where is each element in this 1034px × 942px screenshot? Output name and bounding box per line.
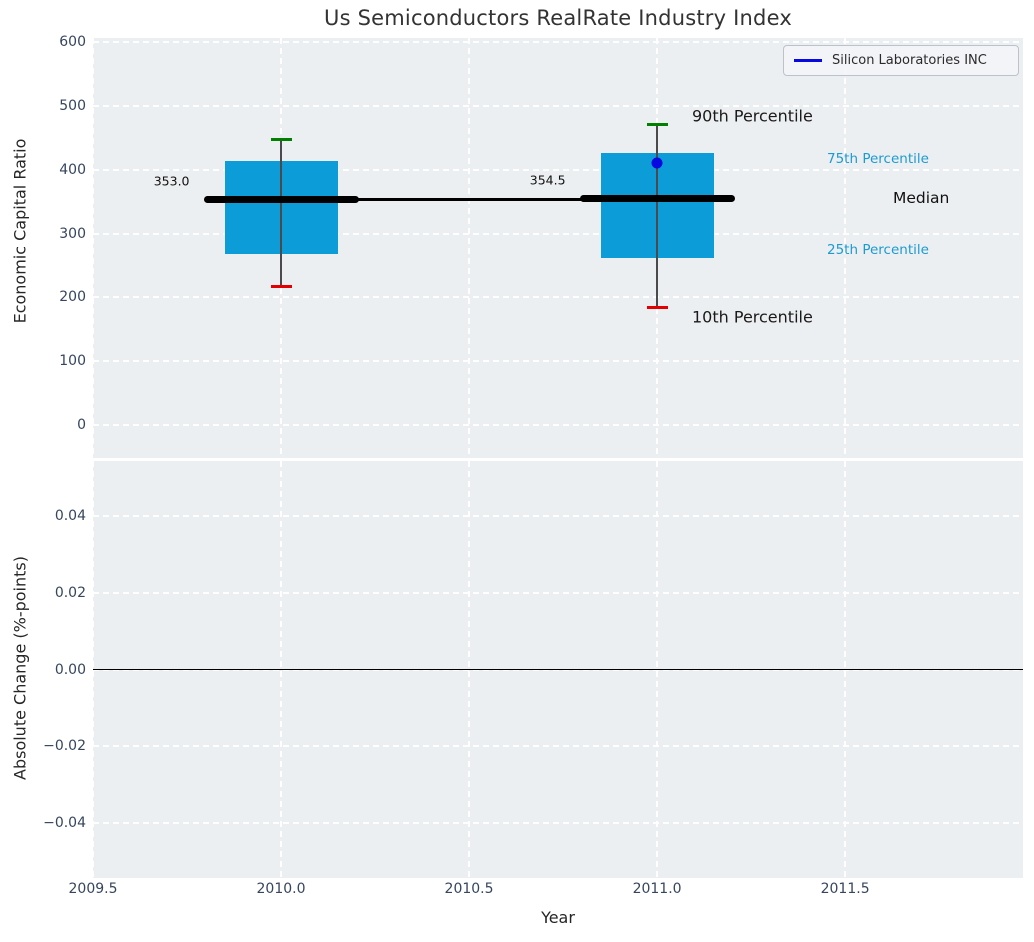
series-point-silicon-laboratories [651,157,663,169]
gridline-h [93,822,1023,824]
zero-reference-line [93,668,1023,671]
y-tick-label: 0.00 [54,661,86,678]
legend-label: Silicon Laboratories INC [832,53,987,68]
gridline-h [93,104,1023,107]
median-value-label: 354.5 [529,172,566,188]
median-value-label: 353.0 [153,173,190,189]
x-tick-label: 2010.0 [256,881,306,897]
y-tick-label: 300 [59,225,86,242]
x-tick-label: 2010.5 [444,881,494,897]
gridline-h [93,514,1023,517]
annotation-25th-percentile: 25th Percentile [827,242,929,258]
y-tick-label: 0.02 [54,584,86,601]
annotation-median: Median [893,189,950,207]
median-line [579,195,735,203]
y-tick-label: 0.04 [54,507,86,524]
y-tick-label: 100 [59,353,86,370]
cap-10th-percentile [646,305,668,310]
x-axis-label-year: Year [541,908,575,927]
x-tick-label: 2009.5 [68,881,118,897]
gridline-v [468,38,471,458]
gridline-h [93,296,1023,299]
y-tick-label: −0.04 [43,815,86,831]
gridline-h [93,591,1023,594]
annotation-10th-percentile: 10th Percentile [692,307,813,327]
gridline-h [93,423,1023,426]
gridline-h [93,745,1023,748]
gridline-h [93,232,1023,235]
cap-10th-percentile [270,284,292,289]
gridline-h [93,360,1023,363]
legend[interactable]: Silicon Laboratories INC [783,45,1019,76]
annotation-75th-percentile: 75th Percentile [827,151,929,167]
median-connector-line [281,197,658,201]
cap-90th-percentile [646,122,668,127]
y-tick-label: 600 [59,34,86,51]
whisker-line [656,124,658,308]
gridline-h [93,41,1023,44]
chart-title: Us Semiconductors RealRate Industry Inde… [324,6,792,30]
median-line [203,196,359,204]
whisker-line [280,139,282,287]
y-tick-label: 200 [59,289,86,306]
y-tick-label: −0.02 [43,738,86,755]
gridline-v [93,38,94,458]
annotation-90th-percentile: 90th Percentile [692,106,813,126]
y-tick-label: 0 [77,416,86,433]
x-tick-label: 2011.5 [820,881,870,897]
legend-line-swatch [794,59,822,62]
x-tick-label: 2011.0 [632,881,682,897]
cap-90th-percentile [270,137,292,141]
y-tick-label: 500 [59,97,86,114]
y-tick-label: 400 [59,161,86,178]
gridline-v [844,38,847,458]
gridline-h [93,168,1023,171]
